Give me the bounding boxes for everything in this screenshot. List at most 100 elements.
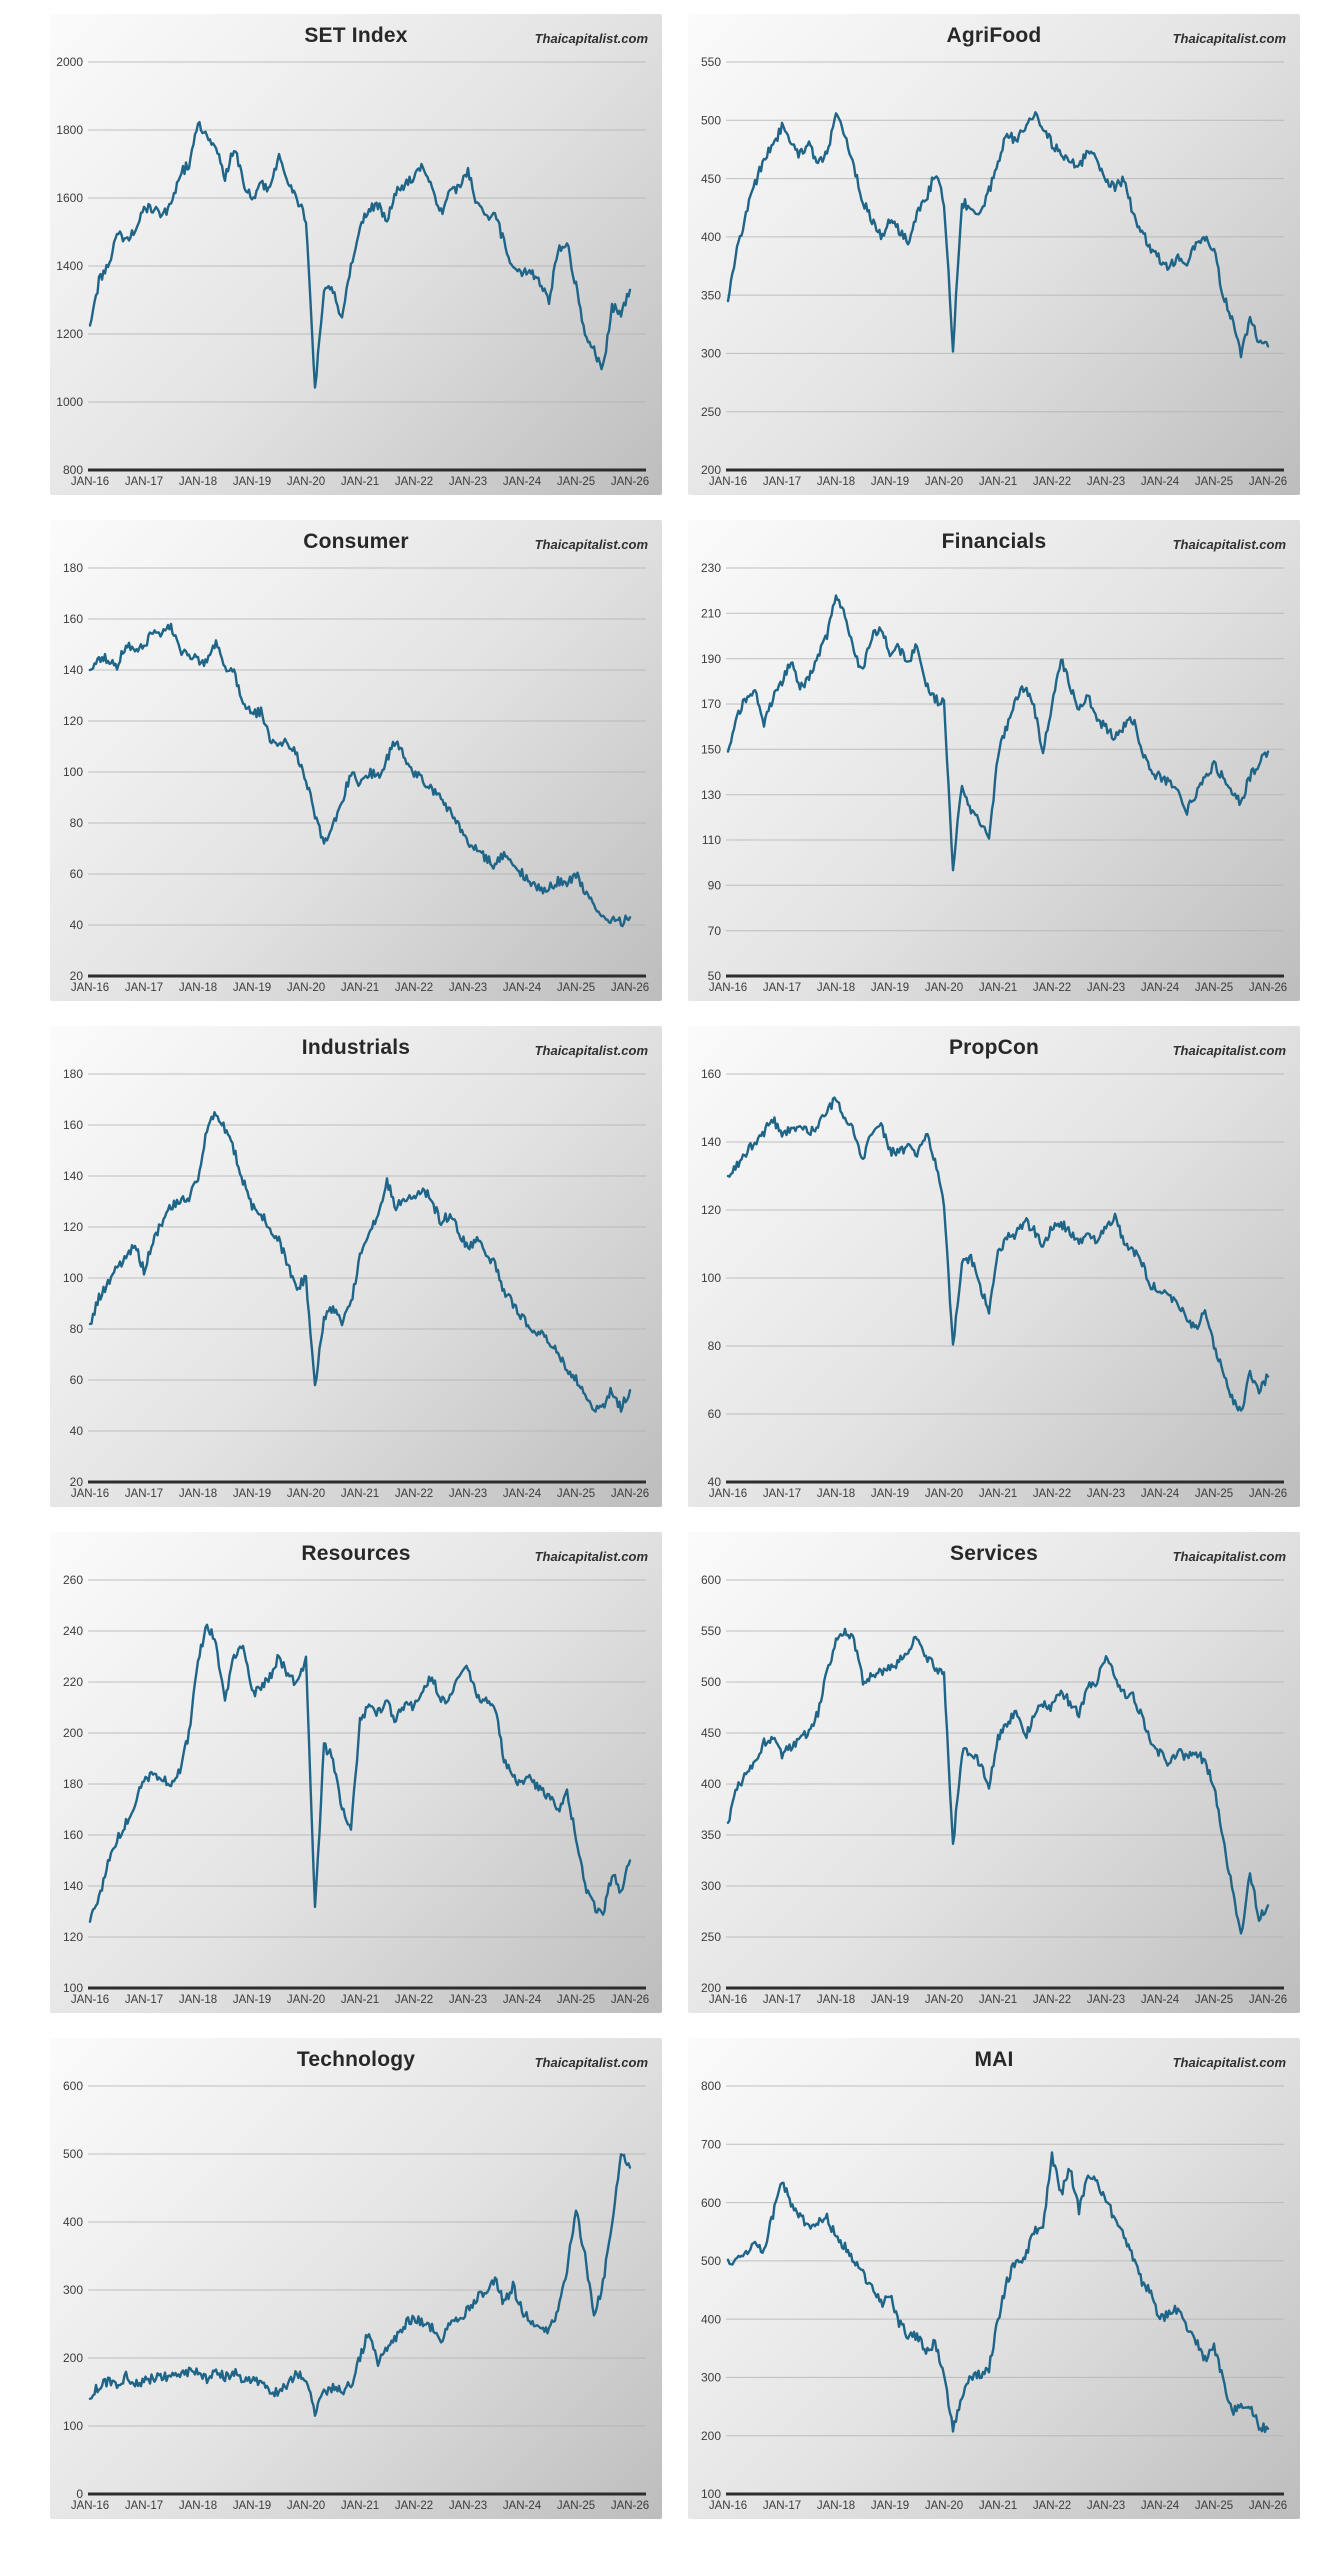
svg-text:JAN-23: JAN-23 (449, 1994, 487, 2006)
svg-text:1800: 1800 (56, 123, 83, 137)
chart-panel-industrials: Industrials Thaicapitalist.com 180 160 140… (50, 1026, 662, 1507)
svg-text:JAN-21: JAN-21 (979, 982, 1017, 994)
chart-title: PropCon (948, 1036, 1040, 1059)
svg-text:350: 350 (701, 288, 721, 302)
chart-title: Consumer (303, 530, 409, 553)
svg-text:300: 300 (63, 2283, 83, 2297)
watermark: Thaicapitalist.com (1172, 2055, 1286, 2070)
svg-text:JAN-22: JAN-22 (395, 1488, 433, 1500)
svg-text:500: 500 (701, 2254, 721, 2268)
svg-text:JAN-18: JAN-18 (817, 1488, 855, 1500)
svg-text:JAN-26: JAN-26 (611, 1994, 649, 2006)
chart-title: SET Index (304, 24, 408, 47)
svg-text:JAN-26: JAN-26 (1249, 476, 1287, 488)
svg-text:JAN-16: JAN-16 (71, 1994, 109, 2006)
svg-text:700: 700 (701, 2138, 721, 2152)
svg-text:JAN-21: JAN-21 (341, 476, 379, 488)
svg-text:JAN-25: JAN-25 (557, 1488, 595, 1500)
svg-text:120: 120 (63, 1930, 83, 1944)
svg-text:120: 120 (63, 1220, 83, 1234)
svg-text:JAN-17: JAN-17 (763, 476, 801, 488)
svg-text:100: 100 (63, 1981, 83, 1995)
svg-text:JAN-20: JAN-20 (925, 1994, 963, 2006)
svg-text:JAN-16: JAN-16 (71, 476, 109, 488)
svg-text:JAN-24: JAN-24 (503, 2500, 542, 2512)
svg-text:JAN-21: JAN-21 (341, 1994, 379, 2006)
svg-text:40: 40 (70, 1424, 84, 1438)
svg-text:160: 160 (701, 1067, 721, 1081)
svg-text:JAN-24: JAN-24 (503, 1488, 542, 1500)
chart-title: Financials (941, 530, 1047, 553)
svg-text:1000: 1000 (56, 395, 83, 409)
svg-text:JAN-16: JAN-16 (709, 1488, 747, 1500)
svg-text:250: 250 (701, 405, 721, 419)
svg-text:JAN-19: JAN-19 (871, 1488, 909, 1500)
svg-text:JAN-25: JAN-25 (557, 1994, 595, 2006)
svg-text:20: 20 (70, 969, 84, 983)
svg-text:200: 200 (63, 1726, 83, 1740)
svg-text:JAN-19: JAN-19 (871, 2500, 909, 2512)
svg-text:JAN-19: JAN-19 (233, 476, 271, 488)
chart-title: Services (949, 1542, 1038, 1565)
svg-text:JAN-23: JAN-23 (1087, 1488, 1125, 1500)
svg-text:JAN-17: JAN-17 (125, 476, 163, 488)
svg-text:JAN-26: JAN-26 (1249, 2500, 1287, 2512)
svg-text:JAN-25: JAN-25 (1195, 1488, 1233, 1500)
svg-text:JAN-21: JAN-21 (341, 1488, 379, 1500)
svg-text:JAN-18: JAN-18 (179, 1488, 217, 1500)
svg-text:JAN-16: JAN-16 (71, 2500, 109, 2512)
svg-text:JAN-16: JAN-16 (71, 982, 109, 994)
svg-text:JAN-26: JAN-26 (611, 1488, 649, 1500)
svg-text:800: 800 (701, 2079, 721, 2093)
svg-text:JAN-17: JAN-17 (125, 2500, 163, 2512)
svg-text:400: 400 (701, 2312, 721, 2326)
svg-text:160: 160 (63, 1828, 83, 1842)
svg-text:1600: 1600 (56, 191, 83, 205)
svg-text:JAN-19: JAN-19 (871, 982, 909, 994)
svg-text:JAN-23: JAN-23 (449, 1488, 487, 1500)
svg-text:JAN-17: JAN-17 (763, 1994, 801, 2006)
svg-text:JAN-24: JAN-24 (1141, 982, 1180, 994)
svg-text:90: 90 (708, 879, 722, 893)
svg-text:JAN-19: JAN-19 (233, 982, 271, 994)
svg-text:1200: 1200 (56, 327, 83, 341)
svg-text:JAN-23: JAN-23 (1087, 1994, 1125, 2006)
svg-text:450: 450 (701, 1726, 721, 1740)
svg-text:250: 250 (701, 1930, 721, 1944)
svg-text:JAN-22: JAN-22 (1033, 2500, 1071, 2512)
svg-text:JAN-22: JAN-22 (1033, 1488, 1071, 1500)
svg-text:JAN-23: JAN-23 (1087, 476, 1125, 488)
chart-panel-technology: Technology Thaicapitalist.com 600 500 400 3… (50, 2038, 662, 2519)
svg-text:1400: 1400 (56, 259, 83, 273)
svg-text:260: 260 (63, 1573, 83, 1587)
svg-text:JAN-23: JAN-23 (449, 982, 487, 994)
svg-text:100: 100 (63, 765, 83, 779)
chart-panel-set-index: SET Index Thaicapitalist.com 2000 1800 160… (50, 14, 662, 495)
svg-text:JAN-25: JAN-25 (557, 2500, 595, 2512)
watermark: Thaicapitalist.com (1172, 1549, 1286, 1564)
svg-text:JAN-25: JAN-25 (557, 476, 595, 488)
svg-text:JAN-25: JAN-25 (557, 982, 595, 994)
svg-text:240: 240 (63, 1624, 83, 1638)
svg-text:JAN-17: JAN-17 (125, 982, 163, 994)
svg-text:300: 300 (701, 1879, 721, 1893)
svg-text:0: 0 (76, 2487, 83, 2501)
svg-text:400: 400 (701, 230, 721, 244)
svg-text:JAN-23: JAN-23 (1087, 982, 1125, 994)
svg-text:230: 230 (701, 561, 721, 575)
svg-text:200: 200 (701, 2429, 721, 2443)
svg-text:JAN-26: JAN-26 (611, 476, 649, 488)
svg-text:500: 500 (701, 1675, 721, 1689)
svg-text:160: 160 (63, 1118, 83, 1132)
svg-text:JAN-21: JAN-21 (341, 982, 379, 994)
svg-text:JAN-21: JAN-21 (979, 1488, 1017, 1500)
watermark: Thaicapitalist.com (534, 1549, 648, 1564)
svg-text:JAN-16: JAN-16 (709, 2500, 747, 2512)
chart-panel-agrifood: AgriFood Thaicapitalist.com 550 500 450 400… (688, 14, 1300, 495)
svg-text:JAN-23: JAN-23 (1087, 2500, 1125, 2512)
